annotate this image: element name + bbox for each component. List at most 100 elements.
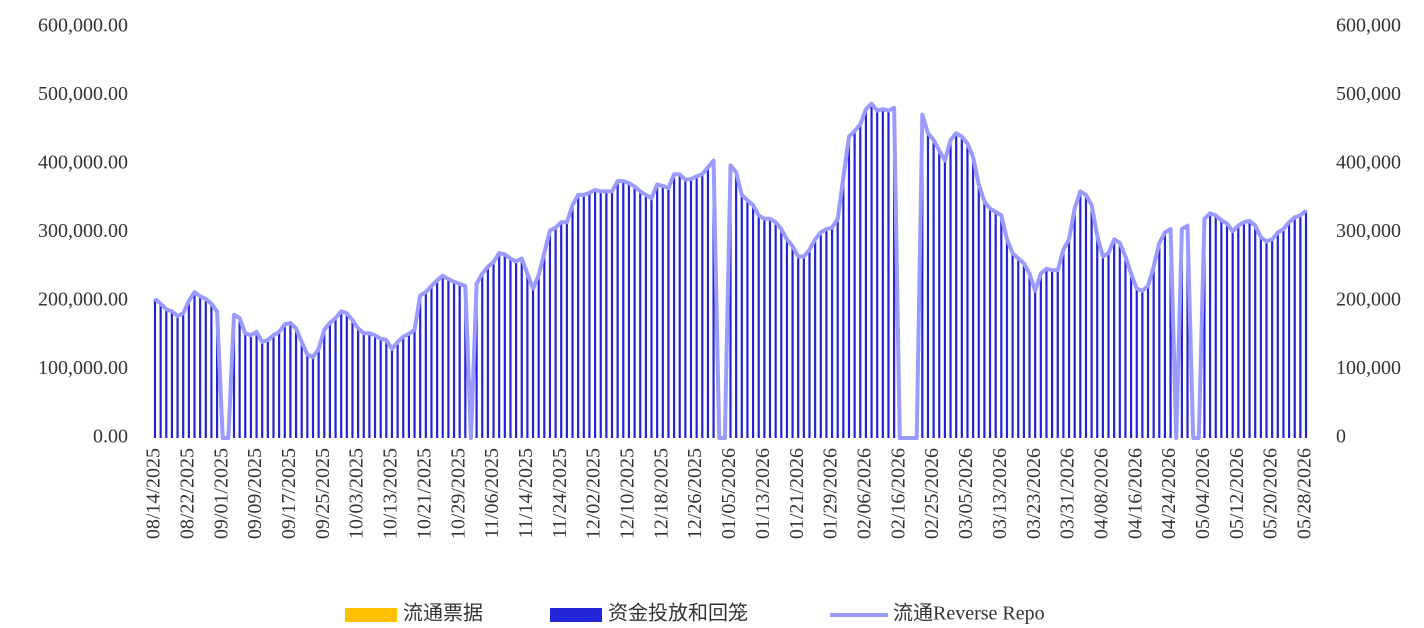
bar xyxy=(622,181,625,438)
bar xyxy=(182,313,185,438)
x-tick-label: 10/29/2025 xyxy=(447,448,469,539)
legend-label: 流通票据 xyxy=(403,602,483,625)
bar xyxy=(571,205,574,438)
bar xyxy=(1101,256,1104,438)
bar xyxy=(1011,253,1014,438)
x-tick-label: 10/03/2025 xyxy=(346,448,368,539)
bar xyxy=(1028,273,1031,438)
bar xyxy=(306,354,309,438)
bar xyxy=(802,256,805,438)
bar xyxy=(695,176,698,438)
bar xyxy=(887,110,890,438)
bar xyxy=(1096,235,1099,438)
bar xyxy=(853,131,856,438)
x-tick-label: 09/25/2025 xyxy=(312,448,334,539)
bar xyxy=(1124,256,1127,438)
x-tick-label: 01/13/2026 xyxy=(752,448,774,539)
legend-label: 资金投放和回笼 xyxy=(608,602,748,625)
bar xyxy=(514,261,518,438)
y-tick-label: 0 xyxy=(1336,426,1346,448)
bar xyxy=(498,253,501,438)
bar xyxy=(836,218,839,438)
x-tick-label: 04/08/2026 xyxy=(1090,448,1112,539)
bar xyxy=(988,208,992,438)
bar xyxy=(740,194,743,438)
bar xyxy=(1017,258,1020,438)
bar xyxy=(565,222,568,438)
bar xyxy=(187,301,190,438)
bar xyxy=(334,318,337,438)
x-tick-label: 11/14/2025 xyxy=(515,448,537,538)
x-tick-label: 05/20/2026 xyxy=(1260,448,1282,539)
bar xyxy=(785,239,789,438)
bar xyxy=(311,357,315,438)
bar xyxy=(441,275,444,438)
bar xyxy=(447,279,450,438)
bar xyxy=(599,191,602,438)
bar xyxy=(757,215,760,438)
bar xyxy=(842,177,845,438)
y-tick-label: 400,000.00 xyxy=(38,152,128,174)
bar xyxy=(814,239,817,438)
bar xyxy=(938,150,941,439)
bar xyxy=(1056,270,1059,438)
bar xyxy=(921,114,924,439)
bar xyxy=(1000,215,1003,438)
x-tick-label: 01/29/2026 xyxy=(820,448,842,539)
bar xyxy=(1045,268,1048,438)
bar xyxy=(774,222,777,438)
bar xyxy=(684,179,687,438)
y-tick-label: 500,000 xyxy=(1336,83,1401,105)
bar xyxy=(763,218,766,438)
y-tick-label: 500,000.00 xyxy=(38,83,128,105)
bar xyxy=(509,258,512,438)
y-tick-label: 200,000 xyxy=(1336,289,1401,311)
bar xyxy=(317,348,320,438)
bar xyxy=(1039,273,1042,438)
bar xyxy=(486,266,489,438)
bar xyxy=(819,232,822,438)
bar xyxy=(1293,217,1296,438)
bar xyxy=(1248,220,1251,438)
bar xyxy=(1163,232,1167,438)
bar xyxy=(1208,213,1212,438)
bar xyxy=(1304,210,1308,438)
x-tick-label: 12/18/2025 xyxy=(650,448,672,539)
y-tick-label: 100,000.00 xyxy=(38,357,128,379)
bar xyxy=(1079,191,1082,438)
bar xyxy=(266,340,269,438)
bar xyxy=(379,338,382,438)
bar xyxy=(1169,229,1172,438)
bar xyxy=(780,229,783,438)
bar xyxy=(390,348,394,438)
bar xyxy=(712,160,715,438)
bar xyxy=(548,230,552,438)
bar xyxy=(373,335,377,438)
bar xyxy=(994,211,997,438)
bar xyxy=(340,311,343,438)
bar xyxy=(1231,231,1234,438)
bar xyxy=(870,103,873,438)
bar xyxy=(475,283,478,438)
bar xyxy=(960,136,963,438)
bar xyxy=(926,133,930,439)
bar xyxy=(492,261,495,438)
bar xyxy=(464,285,467,438)
bar xyxy=(452,281,456,438)
x-tick-label: 09/09/2025 xyxy=(244,448,266,539)
bar xyxy=(791,246,794,438)
x-tick-label: 09/17/2025 xyxy=(278,448,300,539)
bar xyxy=(605,191,608,438)
bar xyxy=(701,174,704,438)
bar xyxy=(1282,229,1285,438)
bar xyxy=(1186,225,1189,438)
bar xyxy=(385,340,388,438)
bar xyxy=(300,342,303,438)
bar xyxy=(893,107,896,438)
bar xyxy=(1271,239,1274,438)
bar xyxy=(644,194,647,438)
bar xyxy=(1254,225,1257,438)
bar xyxy=(593,190,597,438)
bar xyxy=(943,160,947,438)
bar xyxy=(537,274,540,438)
